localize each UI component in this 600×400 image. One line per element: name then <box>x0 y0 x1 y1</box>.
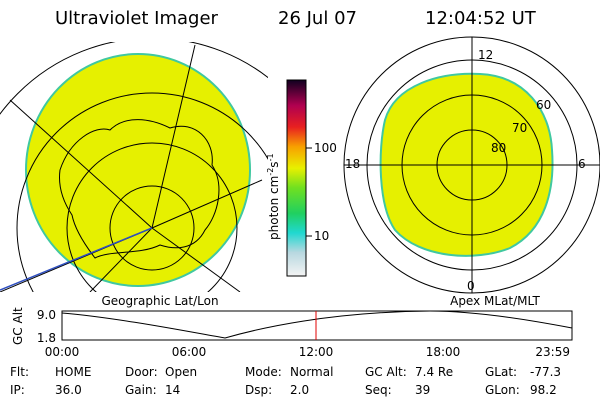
map-caption: Geographic Lat/Lon <box>101 294 218 308</box>
status-value: 36.0 <box>55 383 82 397</box>
geo-map <box>0 42 268 292</box>
status-label: Gain: <box>125 383 157 397</box>
time: 12:04:52 UT <box>425 8 537 29</box>
x-tick: 12:00 <box>299 345 334 359</box>
title: Ultraviolet Imager <box>55 8 219 29</box>
altitude-plot <box>61 310 573 341</box>
status-value: -77.3 <box>530 365 561 379</box>
status-block: Flt: HOME Door: Open Mode: Normal GC Alt: 7.4 R… <box>10 365 561 397</box>
status-label: Mode: <box>245 365 282 379</box>
status-label: Flt: <box>10 365 29 379</box>
x-tick: 18:00 <box>426 345 461 359</box>
status-label: IP: <box>10 383 25 397</box>
y-label: GC Alt <box>11 307 25 345</box>
status-value: 98.2 <box>530 383 557 397</box>
status-value: 14 <box>165 383 180 397</box>
polar-caption: Apex MLat/MLT <box>450 294 540 308</box>
status-value: Open <box>165 365 197 379</box>
colorbar-tick: 100 <box>314 141 337 155</box>
status-value: 39 <box>415 383 430 397</box>
lat-label: 60 <box>536 98 551 112</box>
mlt-label: 12 <box>478 48 493 62</box>
status-label: GC Alt: <box>365 365 407 379</box>
x-tick: 23:59 <box>535 345 570 359</box>
mlt-label: 0 <box>467 279 475 293</box>
status-value: HOME <box>55 365 91 379</box>
status-label: GLat: <box>485 365 517 379</box>
status-value: 7.4 Re <box>415 365 453 379</box>
colorbar <box>286 79 307 277</box>
status-value: Normal <box>290 365 333 379</box>
x-tick: 00:00 <box>45 345 80 359</box>
x-tick: 06:00 <box>172 345 207 359</box>
polar-plot <box>343 36 600 294</box>
y-tick: 1.8 <box>37 331 56 345</box>
lat-label: 80 <box>491 141 506 155</box>
colorbar-tick: 10 <box>314 229 329 243</box>
y-tick: 9.0 <box>37 308 56 322</box>
lat-label: 70 <box>512 121 527 135</box>
mlt-label: 6 <box>578 157 586 171</box>
status-value: 2.0 <box>290 383 309 397</box>
date: 26 Jul 07 <box>278 8 357 29</box>
status-label: Door: <box>125 365 158 379</box>
mlt-label: 18 <box>345 157 360 171</box>
status-label: GLon: <box>485 383 520 397</box>
status-label: Dsp: <box>245 383 272 397</box>
status-label: Seq: <box>365 383 392 397</box>
colorbar-unit: photon cm-2s-1 <box>266 153 281 240</box>
